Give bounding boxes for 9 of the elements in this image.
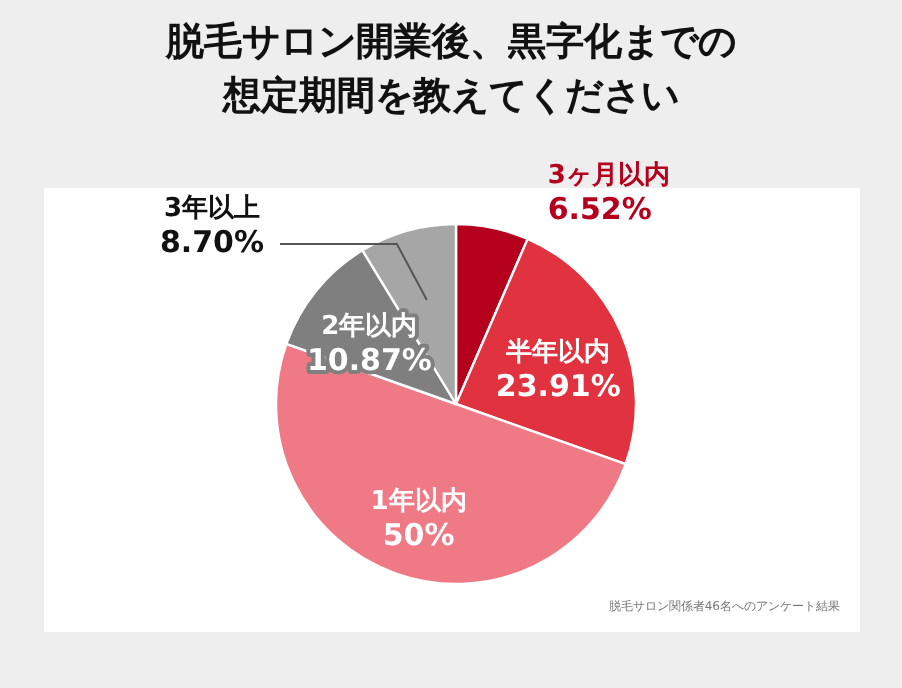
slice-label: 1年以内 <box>370 487 467 518</box>
slice-label: 3年以上 <box>163 194 261 224</box>
chart-title: 脱毛サロン開業後、黒字化までの想定期間を教えてください <box>164 20 736 118</box>
data-label: 50% <box>382 517 455 554</box>
slice-label: 半年以内 <box>504 337 611 368</box>
data-label: 23.91% <box>495 367 621 404</box>
data-label: 6.52% <box>547 190 652 227</box>
data-label: 8.70% <box>159 224 265 260</box>
slice-label: 3ヶ月以内 <box>547 160 670 191</box>
